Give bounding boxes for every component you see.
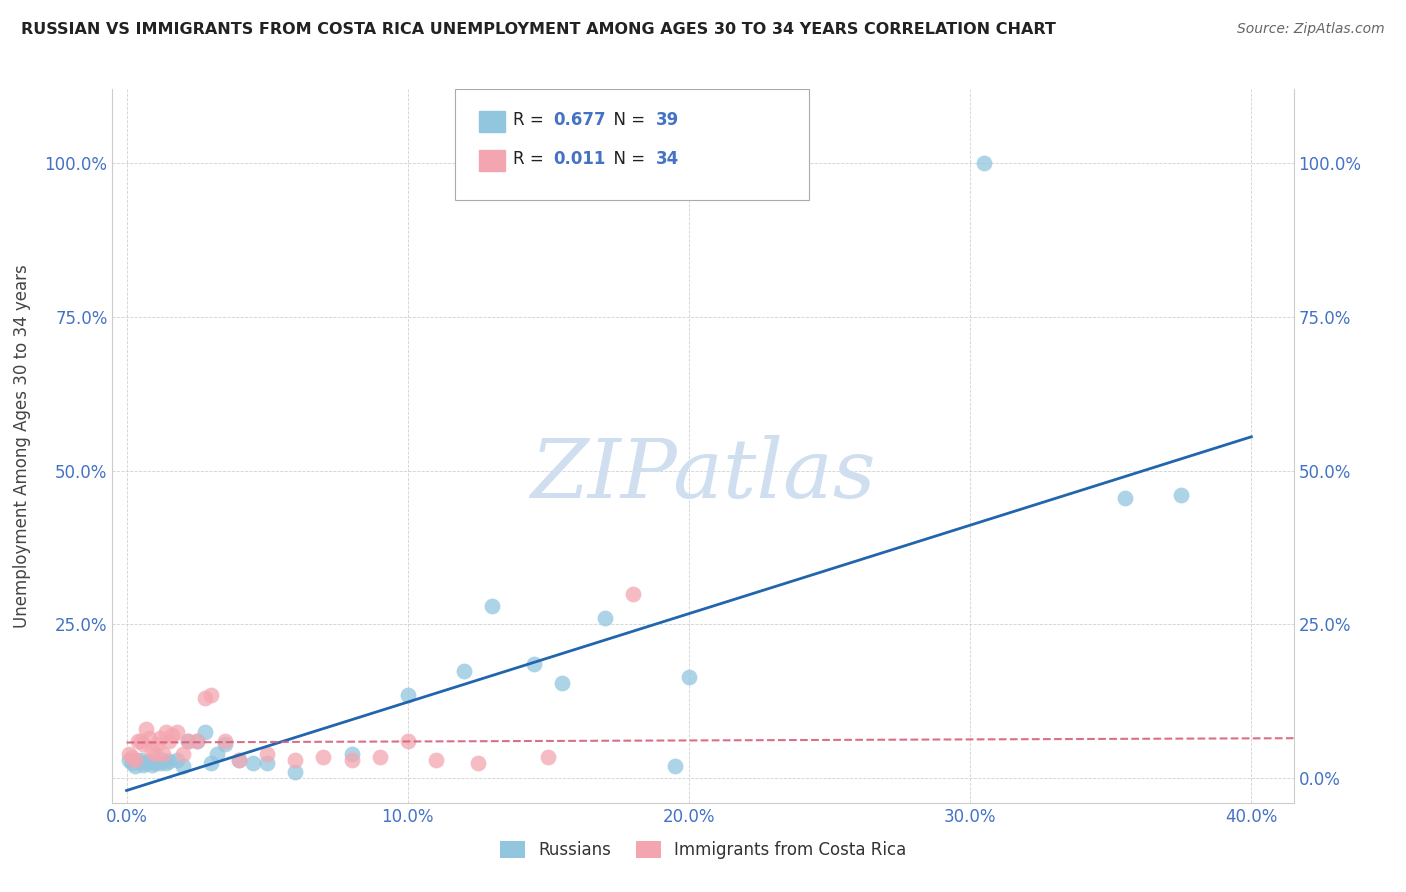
Point: [621, 587, 644, 601]
Legend: Russians, Immigrants from Costa Rica: Russians, Immigrants from Costa Rica: [494, 834, 912, 866]
Point: [129, 734, 152, 748]
Point: [146, 753, 169, 767]
Point: [284, 765, 307, 780]
Point: [177, 734, 200, 748]
Point: [132, 737, 155, 751]
Point: [152, 753, 174, 767]
Point: [368, 749, 391, 764]
Text: R =: R =: [513, 111, 548, 128]
Point: [129, 753, 152, 767]
Point: [157, 754, 180, 768]
Point: [205, 747, 228, 761]
Text: Source: ZipAtlas.com: Source: ZipAtlas.com: [1237, 22, 1385, 37]
Point: [396, 734, 419, 748]
Point: [467, 756, 489, 770]
Point: [593, 611, 616, 625]
Point: [523, 657, 546, 672]
Point: [146, 737, 169, 751]
Point: [141, 743, 163, 757]
Point: [149, 756, 172, 770]
Text: N =: N =: [603, 111, 650, 128]
Text: R =: R =: [513, 150, 548, 168]
Point: [194, 725, 217, 739]
Point: [256, 747, 278, 761]
Point: [1114, 491, 1136, 506]
FancyBboxPatch shape: [456, 89, 810, 200]
Point: [166, 753, 188, 767]
Point: [155, 756, 177, 770]
Point: [121, 756, 143, 770]
Point: [664, 759, 686, 773]
Point: [127, 734, 149, 748]
Point: [149, 731, 172, 746]
Text: N =: N =: [603, 150, 650, 168]
Text: 0.677: 0.677: [553, 111, 606, 128]
Text: ZIPatlas: ZIPatlas: [530, 434, 876, 515]
Point: [194, 691, 217, 706]
Text: 0.011: 0.011: [553, 150, 606, 168]
Point: [160, 728, 183, 742]
Point: [172, 747, 194, 761]
Point: [166, 725, 188, 739]
Point: [172, 759, 194, 773]
Point: [214, 734, 236, 748]
Point: [481, 599, 503, 613]
Point: [284, 753, 307, 767]
Point: [177, 734, 200, 748]
Point: [537, 749, 560, 764]
Point: [132, 757, 155, 772]
Point: [242, 756, 264, 770]
Point: [1170, 488, 1192, 502]
Point: [186, 734, 208, 748]
Point: [127, 754, 149, 768]
Point: [135, 756, 157, 770]
Text: 34: 34: [655, 150, 679, 168]
Point: [312, 749, 335, 764]
Point: [551, 676, 574, 690]
Point: [141, 757, 163, 772]
Point: [453, 664, 475, 678]
Point: [143, 747, 166, 761]
Point: [155, 725, 177, 739]
Point: [340, 753, 363, 767]
Point: [138, 731, 160, 746]
Point: [124, 753, 146, 767]
Point: [143, 756, 166, 770]
Point: [678, 670, 700, 684]
Point: [256, 756, 278, 770]
Text: 39: 39: [655, 111, 679, 128]
Point: [214, 737, 236, 751]
Point: [124, 759, 146, 773]
Y-axis label: Unemployment Among Ages 30 to 34 years: Unemployment Among Ages 30 to 34 years: [13, 264, 31, 628]
Point: [121, 749, 143, 764]
Point: [118, 747, 141, 761]
Point: [138, 754, 160, 768]
Point: [228, 753, 250, 767]
Point: [200, 688, 222, 702]
Point: [340, 747, 363, 761]
Point: [228, 753, 250, 767]
Point: [135, 722, 157, 736]
Point: [425, 753, 447, 767]
Point: [118, 753, 141, 767]
Point: [200, 756, 222, 770]
Point: [152, 747, 174, 761]
Point: [396, 688, 419, 702]
FancyBboxPatch shape: [478, 111, 505, 132]
Point: [157, 734, 180, 748]
FancyBboxPatch shape: [478, 150, 505, 171]
Point: [186, 734, 208, 748]
Point: [973, 156, 995, 170]
Text: RUSSIAN VS IMMIGRANTS FROM COSTA RICA UNEMPLOYMENT AMONG AGES 30 TO 34 YEARS COR: RUSSIAN VS IMMIGRANTS FROM COSTA RICA UN…: [21, 22, 1056, 37]
